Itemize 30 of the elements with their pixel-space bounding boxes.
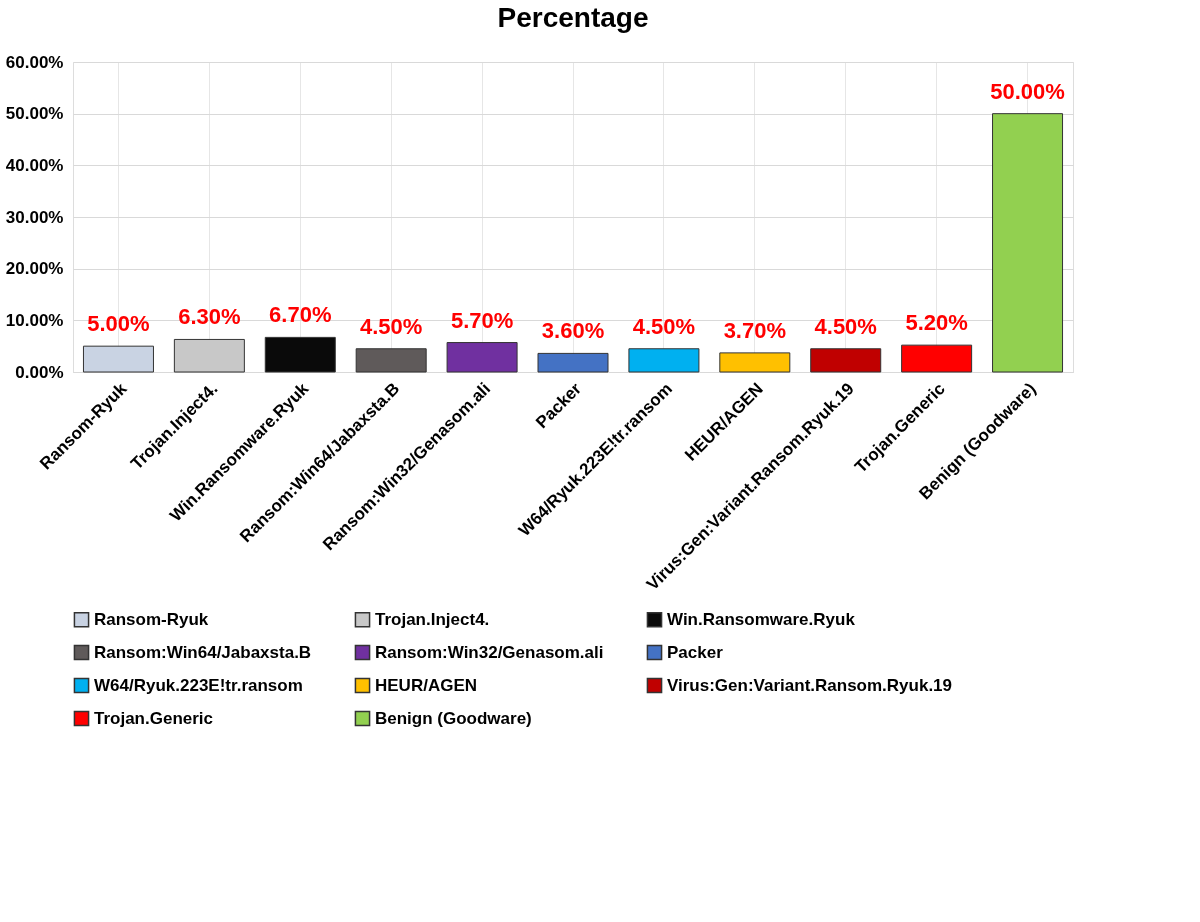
y-tick-label: 20.00% <box>5 259 64 279</box>
legend-label: Packer <box>667 642 724 662</box>
data-label: 50.00% <box>990 78 1065 104</box>
y-tick-label: 60.00% <box>5 52 64 72</box>
y-tick-label: 0.00% <box>15 362 64 382</box>
legend-label: Ransom:Win32/Genasom.ali <box>375 642 604 662</box>
data-label: 6.30% <box>178 304 241 330</box>
y-tick-label: 30.00% <box>5 207 64 227</box>
data-label: 5.70% <box>450 307 514 333</box>
data-label: 4.50% <box>359 313 423 339</box>
legend-label: Benign (Goodware) <box>375 708 532 728</box>
y-tick-label: 40.00% <box>5 155 64 175</box>
y-tick-label: 10.00% <box>5 310 64 330</box>
data-label: 5.20% <box>905 310 968 336</box>
data-label: 5.00% <box>87 311 150 337</box>
data-label: 3.60% <box>541 318 605 344</box>
legend-label: HEUR/AGEN <box>375 675 478 695</box>
legend-label: Virus:Gen:Variant.Ransom.Ryuk.19 <box>667 675 953 695</box>
legend-label: Win.Ransomware.Ryuk <box>667 609 856 629</box>
legend-label: Trojan.Inject4. <box>375 609 490 629</box>
data-label: 4.50% <box>814 313 877 339</box>
legend-label: Ransom-Ryuk <box>94 609 209 629</box>
legend-label: W64/Ryuk.223E!tr.ransom <box>94 675 303 695</box>
data-label: 4.50% <box>632 313 696 339</box>
legend-label: Ransom:Win64/Jabaxsta.B <box>94 642 312 662</box>
data-label: 6.70% <box>269 302 332 328</box>
legend-label: Trojan.Generic <box>94 708 214 728</box>
y-tick-label: 50.00% <box>5 104 64 124</box>
chart-title: Percentage <box>497 2 649 33</box>
data-label: 3.70% <box>723 317 787 343</box>
